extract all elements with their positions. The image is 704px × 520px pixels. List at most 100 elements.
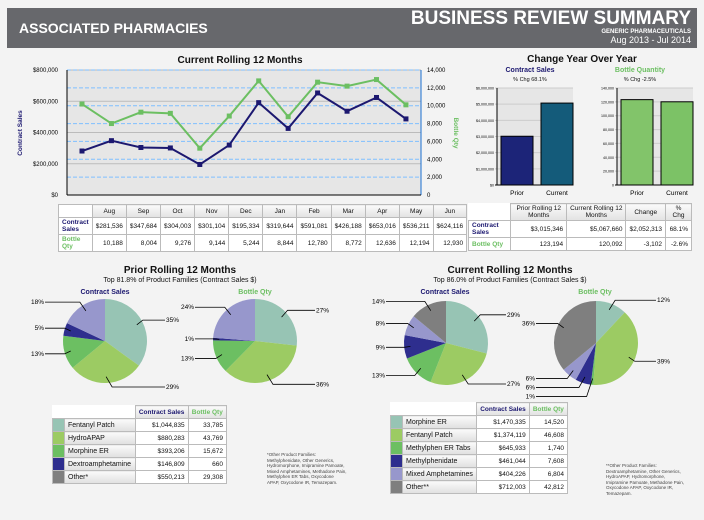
pie-slice xyxy=(213,299,255,341)
table-cell: 5,244 xyxy=(228,234,264,252)
pie-slice xyxy=(105,299,147,366)
pie-label: 39% xyxy=(657,358,670,365)
contract-sales-point xyxy=(226,142,232,148)
legend-swatch xyxy=(390,441,403,455)
pie-slice xyxy=(404,316,446,343)
table-row: Morphine ER $1,470,335 14,520 xyxy=(390,415,569,429)
y-tick: 140,000 xyxy=(601,87,614,91)
qty-cell: 660 xyxy=(187,457,228,471)
current-sales-pie-label: Contract Sales xyxy=(420,289,470,296)
sales-cell: $393,206 xyxy=(134,444,189,458)
row-header: Bottle Qty xyxy=(58,234,93,252)
table-cell: -2.6% xyxy=(665,237,692,251)
table-row: Prior Rolling 12 Months Current Rolling 1… xyxy=(468,203,692,221)
table-cell: $304,003 xyxy=(159,217,196,235)
contract-sales-point xyxy=(167,145,173,151)
table-cell: 68.1% xyxy=(665,220,692,238)
table-cell: $624,116 xyxy=(432,217,468,235)
prior-product-table: Contract Sales Bottle Qty Fentanyl Patch $1… xyxy=(52,405,228,484)
line-chart-title: Current Rolling 12 Months xyxy=(177,55,303,66)
row-header: Bottle Qty xyxy=(467,237,512,251)
contract-sales-point xyxy=(403,116,409,122)
product-name: Morphine ER xyxy=(64,444,136,458)
column-header: Contract Sales xyxy=(476,402,530,416)
table-cell: $347,684 xyxy=(125,217,161,235)
pie-slice xyxy=(62,335,105,368)
contract-sales-point xyxy=(344,108,350,114)
legend-swatch xyxy=(390,467,403,481)
report-subtitle: GENERIC PHARMACEUTICALS xyxy=(601,29,691,35)
pie-slice xyxy=(225,341,297,383)
product-name: Methylphen ER Tabs xyxy=(401,441,478,455)
bottle-qty-point xyxy=(226,113,232,119)
product-name: Other* xyxy=(64,470,136,484)
bottle-qty-line xyxy=(81,78,407,150)
pie-label: 1% xyxy=(526,393,536,400)
qty-cell: 6,804 xyxy=(528,467,569,481)
table-cell: 9,144 xyxy=(194,234,230,252)
y-tick: $3,000,000 xyxy=(476,135,494,139)
leader-line xyxy=(45,350,71,355)
pie-slice xyxy=(590,343,596,385)
y-tick: $800,000 xyxy=(33,68,59,74)
table-cell: -3,102 xyxy=(625,237,667,251)
pie-slice xyxy=(593,312,638,385)
prior-qty-pie-label: Bottle Qty xyxy=(238,289,272,296)
qty-cell: 42,812 xyxy=(528,480,569,494)
pie-label: 27% xyxy=(507,381,520,388)
yoy-qty-bar-chart: 0 20,000 40,000 60,000 80,000 100,000 120,000 1… xyxy=(601,87,694,197)
column-header: May xyxy=(398,204,434,218)
leader-line xyxy=(461,374,506,385)
legend-swatch xyxy=(390,428,403,442)
table-row: Bottle Qty 123,194 120,092 -3,102 -2.6% xyxy=(467,237,692,251)
x-tick: Current xyxy=(666,190,688,197)
bottle-qty-point xyxy=(167,110,173,116)
legend-swatch xyxy=(52,444,65,458)
yoy-qty-chg: % Chg -2.5% xyxy=(623,77,657,83)
table-row: HydroAPAP $880,283 43,769 xyxy=(52,431,228,445)
pie-label: 18% xyxy=(31,299,44,306)
table-row: Mixed Amphetamines $404,226 6,804 xyxy=(390,467,569,481)
pie-slice xyxy=(255,299,297,346)
table-cell: $653,016 xyxy=(364,217,400,235)
contract-sales-point xyxy=(197,161,203,167)
contract-sales-point xyxy=(79,148,85,154)
y2-tick: 8,000 xyxy=(427,122,443,128)
current-pie-subtitle: Top 86.0% of Product Families (Contract … xyxy=(433,277,587,284)
qty-cell: 1,740 xyxy=(528,441,569,455)
bottle-qty-point xyxy=(285,114,291,120)
contract-sales-line xyxy=(81,91,407,166)
y-tick: $200,000 xyxy=(33,162,59,168)
pie-label: 36% xyxy=(522,320,535,327)
table-row: Morphine ER $393,206 15,672 xyxy=(52,444,228,458)
pie-slice xyxy=(596,301,625,343)
bar-current xyxy=(540,102,574,186)
pie-slice xyxy=(575,343,596,385)
table-cell: 12,636 xyxy=(364,234,400,252)
column-header: % Chg xyxy=(665,203,692,221)
table-cell: 12,780 xyxy=(296,234,332,252)
pie-label: 13% xyxy=(372,373,385,380)
corner-cell xyxy=(468,203,511,221)
monthly-table: Aug Sep Oct Nov Dec Jan Feb Mar Apr May Jun Contrac… xyxy=(58,204,468,252)
column-header: Jan xyxy=(262,204,298,218)
pie-slice xyxy=(406,343,446,383)
pie-slice xyxy=(72,341,139,383)
prior-sales-pie-label: Contract Sales xyxy=(80,289,130,296)
product-name: Fentanyl Patch xyxy=(401,428,478,442)
report-header: ASSOCIATED PHARMACIES BUSINESS REVIEW SU… xyxy=(7,8,697,48)
y-tick: 80,000 xyxy=(603,128,614,132)
pie-label: 9% xyxy=(376,344,386,351)
column-header: Current Rolling 12 Months xyxy=(566,203,627,221)
qty-cell: 14,520 xyxy=(528,415,569,429)
product-name: Other** xyxy=(401,480,478,494)
yoy-qty-title: Bottle Quantity xyxy=(614,67,666,74)
table-row: Methylphen ER Tabs $645,933 1,740 xyxy=(390,441,569,455)
qty-cell: 7,608 xyxy=(528,454,569,468)
sales-cell: $712,003 xyxy=(476,480,530,494)
y-tick: $2,000,000 xyxy=(476,151,494,155)
leader-line xyxy=(266,374,315,385)
table-cell: 9,276 xyxy=(159,234,196,252)
product-name: Dextroamphetamine xyxy=(64,457,136,471)
leader-line xyxy=(536,378,594,397)
